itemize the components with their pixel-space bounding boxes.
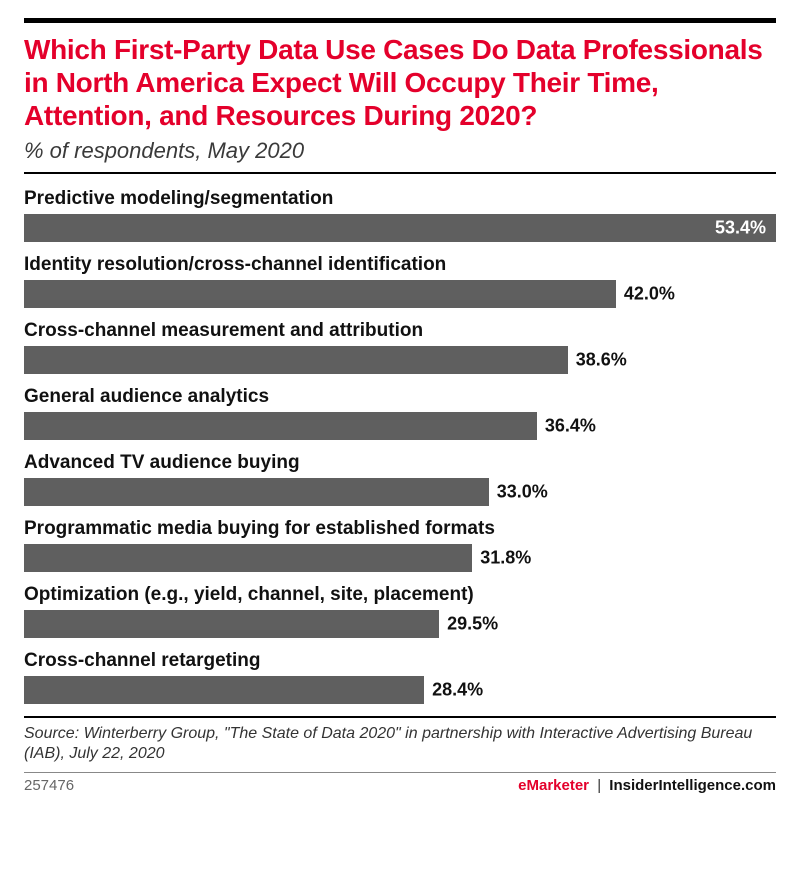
source-rule: [24, 716, 776, 718]
bar-value: 42.0%: [624, 284, 675, 305]
bar: [24, 610, 439, 638]
bar-value: 36.4%: [545, 416, 596, 437]
bar-track: 28.4%: [24, 676, 776, 704]
footer: 257476 eMarketer | InsiderIntelligence.c…: [24, 777, 776, 794]
bar-track: 31.8%: [24, 544, 776, 572]
bottom-rule: [24, 772, 776, 773]
bar-label: Predictive modeling/segmentation: [24, 188, 776, 210]
source-text: Source: Winterberry Group, "The State of…: [24, 724, 776, 764]
bar-value: 38.6%: [576, 350, 627, 371]
bar-track: 53.4%: [24, 214, 776, 242]
bar-label: Identity resolution/cross-channel identi…: [24, 254, 776, 276]
bar-track: 42.0%: [24, 280, 776, 308]
bar: 53.4%: [24, 214, 776, 242]
bar-track: 36.4%: [24, 412, 776, 440]
bar-label: Cross-channel measurement and attributio…: [24, 320, 776, 342]
attribution-left: eMarketer: [518, 777, 589, 794]
bar-track: 33.0%: [24, 478, 776, 506]
bar-label: Programmatic media buying for establishe…: [24, 518, 776, 540]
attribution-sep: |: [597, 777, 601, 794]
bar-row: Predictive modeling/segmentation 53.4%: [24, 188, 776, 242]
bar-chart: Predictive modeling/segmentation 53.4% Ide…: [24, 188, 776, 704]
bar: [24, 676, 424, 704]
bar-row: Programmatic media buying for establishe…: [24, 518, 776, 572]
bar: [24, 346, 568, 374]
bar-track: 38.6%: [24, 346, 776, 374]
bar-track: 29.5%: [24, 610, 776, 638]
attribution: eMarketer | InsiderIntelligence.com: [518, 777, 776, 794]
chart-subtitle: % of respondents, May 2020: [24, 138, 776, 164]
top-rule: [24, 18, 776, 23]
bar-label: Cross-channel retargeting: [24, 650, 776, 672]
chart-title: Which First-Party Data Use Cases Do Data…: [24, 33, 776, 132]
bar-value: 28.4%: [432, 680, 483, 701]
bar-value: 33.0%: [497, 482, 548, 503]
bar-value: 31.8%: [480, 548, 531, 569]
bar: [24, 280, 616, 308]
bar-label: General audience analytics: [24, 386, 776, 408]
bar-row: Identity resolution/cross-channel identi…: [24, 254, 776, 308]
bar-value: 53.4%: [715, 218, 766, 239]
bar-row: Optimization (e.g., yield, channel, site…: [24, 584, 776, 638]
chart-id: 257476: [24, 777, 74, 794]
bar-row: Cross-channel retargeting 28.4%: [24, 650, 776, 704]
bar-row: General audience analytics 36.4%: [24, 386, 776, 440]
bar-label: Optimization (e.g., yield, channel, site…: [24, 584, 776, 606]
mid-rule: [24, 172, 776, 174]
bar-value: 29.5%: [447, 614, 498, 635]
bar-row: Cross-channel measurement and attributio…: [24, 320, 776, 374]
bar-row: Advanced TV audience buying 33.0%: [24, 452, 776, 506]
attribution-right: InsiderIntelligence.com: [609, 777, 776, 794]
bar: [24, 478, 489, 506]
bar: [24, 544, 472, 572]
bar: [24, 412, 537, 440]
bar-label: Advanced TV audience buying: [24, 452, 776, 474]
